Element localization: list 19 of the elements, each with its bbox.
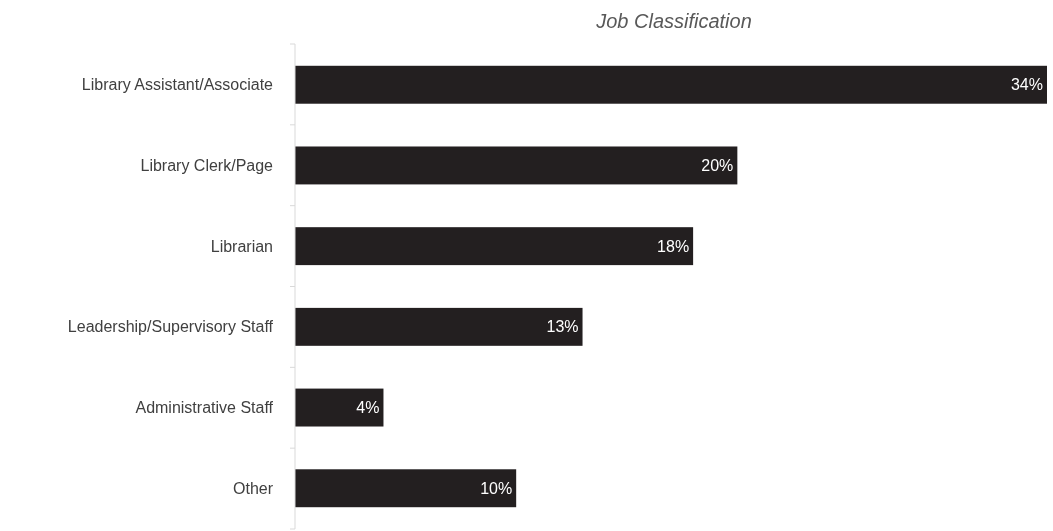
bar <box>295 65 1047 104</box>
data-label: 18% <box>657 237 690 255</box>
y-tick-label: Administrative Staff <box>135 399 274 417</box>
y-tick-label: Library Clerk/Page <box>140 157 274 175</box>
data-label: 13% <box>546 318 579 336</box>
chart-title: Job Classification <box>595 10 752 32</box>
bar <box>295 227 694 266</box>
data-label: 10% <box>480 479 513 497</box>
bar <box>295 388 384 427</box>
bar <box>295 307 583 346</box>
bar <box>295 469 517 508</box>
data-label: 4% <box>356 399 380 417</box>
y-tick-label: Librarian <box>210 237 273 255</box>
y-tick-label: Other <box>232 479 274 497</box>
y-tick-label: Library Assistant/Associate <box>81 76 274 94</box>
data-label: 20% <box>701 157 734 175</box>
y-tick-label: Leadership/Supervisory Staff <box>67 318 274 336</box>
bar <box>295 146 738 185</box>
data-label: 34% <box>1010 76 1043 94</box>
